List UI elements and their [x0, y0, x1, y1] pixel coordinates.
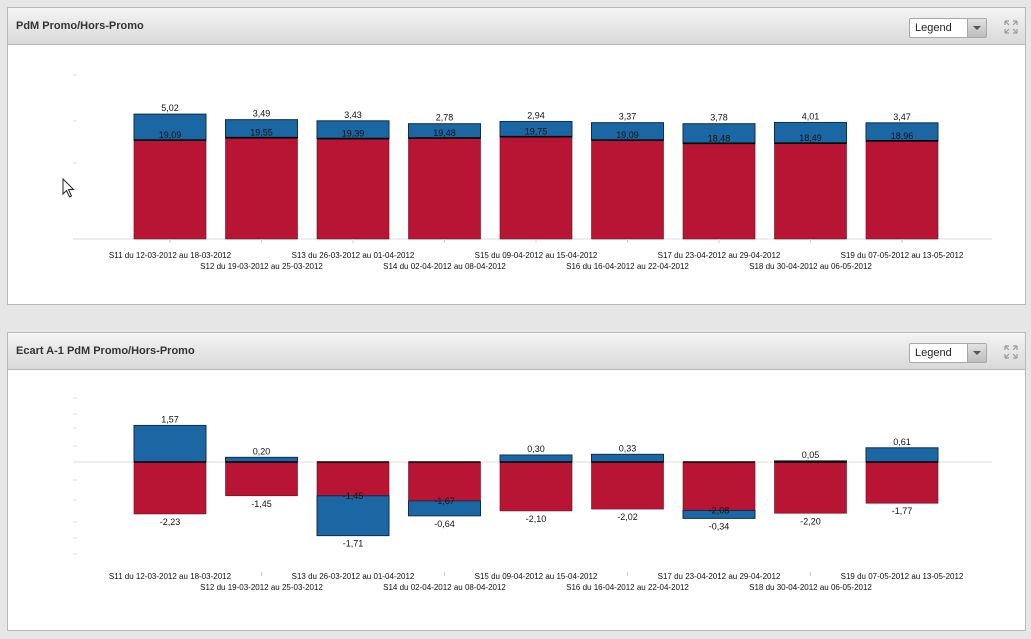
data-label-red: 18,49 [799, 133, 822, 143]
chevron-down-icon[interactable] [967, 344, 986, 362]
bar-blue [133, 424, 207, 463]
x-tick-label: S13 du 26-03-2012 au 01-04-2012 [292, 572, 415, 581]
x-tick-label: S15 du 09-04-2012 au 15-04-2012 [475, 251, 598, 260]
data-label-red: -1,67 [434, 496, 455, 506]
data-label-red: 18,96 [891, 131, 914, 141]
data-label-red: 18,48 [708, 133, 731, 143]
x-tick-label: S18 du 30-04-2012 au 06-05-2012 [749, 262, 872, 271]
data-label-red: -2,08 [709, 505, 730, 515]
data-label-blue: 3,37 [619, 112, 637, 122]
bar-red [774, 142, 847, 240]
data-label-red: 19,39 [342, 129, 365, 139]
bar-red [774, 461, 847, 514]
bar-red [133, 461, 207, 515]
x-tick-label: S19 du 07-05-2012 au 13-05-2012 [841, 572, 964, 581]
data-label-blue: 4,01 [802, 111, 820, 121]
bar-blue [408, 500, 481, 517]
x-tick-label: S12 du 19-03-2012 au 25-03-2012 [200, 583, 323, 592]
bar-red [225, 137, 298, 240]
bar-red [408, 137, 481, 240]
data-label-red: -2,23 [160, 517, 181, 527]
data-label-red: 19,48 [433, 128, 456, 138]
bar-red [499, 461, 573, 512]
bar-blue [316, 495, 390, 537]
data-label-red: 19,09 [616, 130, 639, 140]
data-label-blue: 2,94 [527, 110, 545, 120]
data-label-red: -1,45 [251, 499, 272, 509]
chart-panel-pdm: PdM Promo/Hors-Promo Legend 5,02 19,09 S11… [7, 7, 1026, 305]
x-tick-label: S13 du 26-03-2012 au 01-04-2012 [292, 251, 415, 260]
bar-blue [865, 447, 939, 463]
bar-red [133, 139, 207, 240]
x-tick-label: S14 du 02-04-2012 au 08-04-2012 [383, 583, 506, 592]
data-label-red: 19,09 [159, 130, 182, 140]
bar-red [499, 136, 573, 240]
x-tick-label: S17 du 23-04-2012 au 29-04-2012 [658, 572, 781, 581]
bar-red [591, 139, 664, 240]
panel-title: PdM Promo/Hors-Promo [16, 20, 144, 32]
panel-title: Ecart A-1 PdM Promo/Hors-Promo [16, 345, 195, 357]
bar-blue [133, 113, 207, 141]
bar-red [316, 138, 390, 240]
data-label-blue: -0,64 [434, 519, 455, 529]
bar-red [865, 140, 939, 240]
x-tick-label: S17 du 23-04-2012 au 29-04-2012 [658, 251, 781, 260]
data-label-red: -1,77 [892, 506, 913, 516]
data-label-red: -1,45 [343, 491, 364, 501]
data-label-blue: 0,33 [619, 443, 637, 453]
bar-blue [682, 509, 756, 519]
expand-icon[interactable] [1004, 345, 1018, 359]
bar-red [591, 461, 664, 510]
chevron-down-icon[interactable] [967, 19, 986, 37]
expand-icon[interactable] [1004, 20, 1018, 34]
x-tick-label: S16 du 16-04-2012 au 22-04-2012 [566, 262, 689, 271]
data-label-blue: 0,30 [527, 444, 545, 454]
data-label-red: -2,10 [526, 514, 547, 524]
data-label-blue: -1,71 [343, 539, 364, 549]
x-tick-label: S15 du 09-04-2012 au 15-04-2012 [475, 572, 598, 581]
data-label-blue: 3,78 [710, 113, 728, 123]
bar-red [682, 142, 756, 240]
data-label-red: 19,75 [525, 127, 548, 137]
x-tick-label: S16 du 16-04-2012 au 22-04-2012 [566, 583, 689, 592]
x-tick-label: S12 du 19-03-2012 au 25-03-2012 [200, 262, 323, 271]
data-label-blue: 0,05 [802, 450, 820, 460]
bar-blue [499, 454, 573, 463]
data-label-red: -2,02 [617, 512, 638, 522]
data-label-blue: 3,43 [344, 110, 362, 120]
mouse-pointer-icon [62, 178, 75, 198]
x-tick-label: S14 du 02-04-2012 au 08-04-2012 [383, 262, 506, 271]
data-label-blue: 0,61 [893, 437, 911, 447]
chart-panel-ecart: Ecart A-1 PdM Promo/Hors-Promo Legend 1,… [7, 332, 1026, 631]
data-label-blue: 0,20 [253, 446, 271, 456]
data-label-red: 19,55 [250, 128, 273, 138]
x-tick-label: S11 du 12-03-2012 au 18-03-2012 [109, 251, 232, 260]
legend-dropdown-label: Legend [915, 22, 952, 34]
data-label-blue: 2,78 [436, 113, 454, 123]
chart-pdm-promo: 5,02 19,09 S11 du 12-03-2012 au 18-03-2012… [73, 74, 992, 271]
bar-red [865, 461, 939, 504]
data-label-blue: 3,47 [893, 112, 911, 122]
panel-header: Ecart A-1 PdM Promo/Hors-Promo Legend [8, 333, 1025, 370]
bar-red [408, 461, 481, 502]
data-label-blue: -0,34 [709, 521, 730, 531]
legend-dropdown[interactable]: Legend [909, 343, 987, 363]
chart-ecart-a1: 1,57 -2,23 S11 du 12-03-2012 au 18-03-2012… [73, 397, 992, 592]
data-label-blue: 3,49 [253, 109, 271, 119]
data-label-blue: 1,57 [161, 414, 179, 424]
bar-blue [591, 453, 664, 463]
bar-red [682, 461, 756, 511]
x-tick-label: S11 du 12-03-2012 au 18-03-2012 [109, 572, 232, 581]
legend-dropdown[interactable]: Legend [909, 18, 987, 38]
panel-header: PdM Promo/Hors-Promo Legend [8, 8, 1025, 45]
data-label-blue: 5,02 [161, 103, 179, 113]
bar-red [225, 461, 298, 497]
legend-dropdown-label: Legend [915, 347, 952, 359]
data-label-red: -2,20 [800, 516, 821, 526]
x-tick-label: S18 du 30-04-2012 au 06-05-2012 [749, 583, 872, 592]
x-tick-label: S19 du 07-05-2012 au 13-05-2012 [841, 251, 964, 260]
